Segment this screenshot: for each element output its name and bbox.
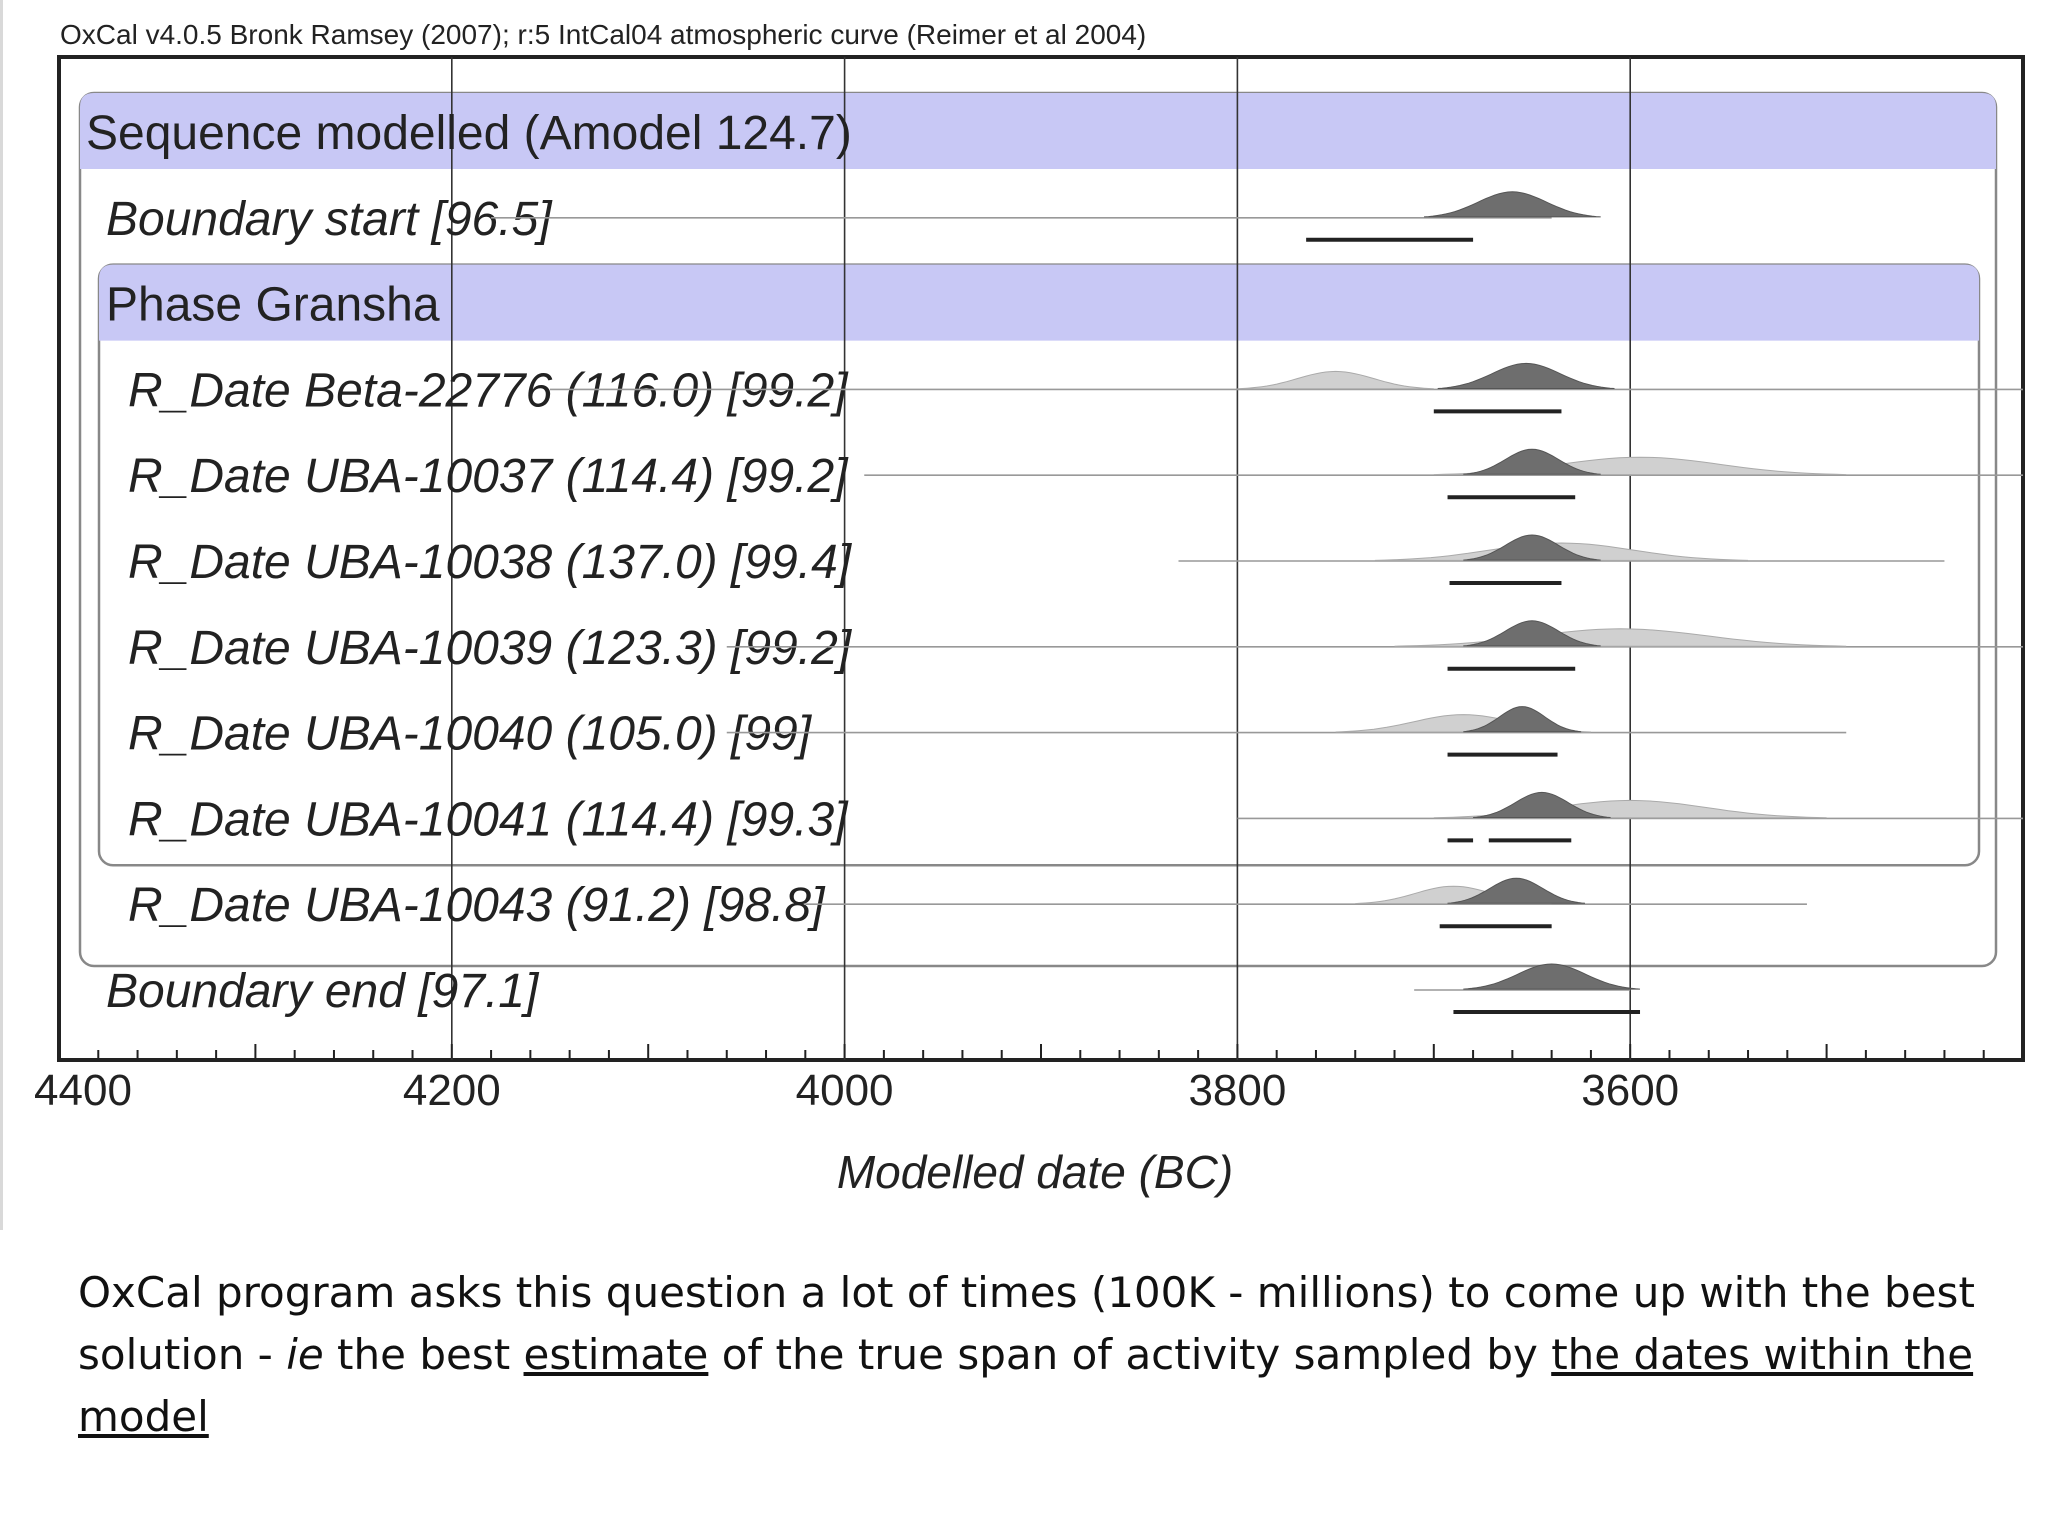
posterior-distribution (1463, 448, 1601, 475)
x-tick-label: 4000 (796, 1066, 894, 1115)
row-label: R_Date UBA-10043 (91.2) [98.8] (128, 879, 826, 932)
oxcal-plot: OxCal v4.0.5 Bronk Ramsey (2007); r:5 In… (34, 19, 2025, 1198)
posterior-distribution (1473, 791, 1611, 818)
x-tick-label: 3800 (1188, 1066, 1286, 1115)
caption-text: of the true span of activity sampled by (708, 1330, 1552, 1379)
page-left-edge (0, 0, 3, 1230)
x-axis-label: Modelled date (BC) (837, 1146, 1233, 1198)
posterior-distribution (1463, 620, 1601, 647)
group-header-band (99, 264, 1979, 341)
caption: OxCal program asks this question a lot o… (78, 1262, 1978, 1448)
prior-distribution (1237, 370, 1434, 390)
caption-estimate: estimate (523, 1330, 709, 1379)
group-header-band (80, 93, 1996, 169)
caption-line-3: model (78, 1386, 1978, 1448)
row-label: R_Date UBA-10039 (123.3) [99.2] (128, 622, 853, 675)
posterior-distribution (1423, 191, 1601, 218)
row-label: R_Date UBA-10038 (137.0) [99.4] (128, 536, 853, 589)
posterior-distribution (1463, 534, 1601, 561)
caption-dates-within: the dates within the (1551, 1330, 1974, 1379)
plot-frame (57, 55, 2025, 1062)
posterior-distribution (1463, 706, 1582, 733)
caption-text: solution - (78, 1330, 287, 1379)
posterior-distribution (1463, 963, 1641, 990)
caption-line-2: solution - ie the best estimate of the t… (78, 1324, 1978, 1386)
caption-ie: ie (286, 1330, 324, 1379)
row-label: R_Date UBA-10040 (105.0) [99] (128, 708, 813, 761)
x-tick-label: 3600 (1581, 1066, 1679, 1115)
row-label: Sequence modelled (Amodel 124.7) (86, 107, 852, 160)
row-label: Phase Gransha (106, 279, 440, 332)
x-tick-label: 4200 (403, 1066, 501, 1115)
prior-distribution (1394, 628, 1847, 647)
oxcal-header: OxCal v4.0.5 Bronk Ramsey (2007); r:5 In… (60, 19, 1146, 50)
caption-text: the best (323, 1330, 524, 1379)
posterior-distribution (1447, 877, 1586, 904)
row-label: R_Date UBA-10041 (114.4) [99.3] (128, 793, 849, 846)
row-label: Boundary start [96.5] (106, 193, 553, 246)
row-label: Boundary end [97.1] (106, 965, 540, 1018)
x-tick-label: 4400 (34, 1066, 132, 1115)
posterior-distribution (1437, 362, 1615, 389)
caption-line-1: OxCal program asks this question a lot o… (78, 1268, 1975, 1317)
row-label: R_Date Beta-22776 (116.0) [99.2] (128, 364, 849, 417)
row-label: R_Date UBA-10037 (114.4) [99.2] (128, 450, 849, 503)
caption-model: model (78, 1392, 209, 1441)
